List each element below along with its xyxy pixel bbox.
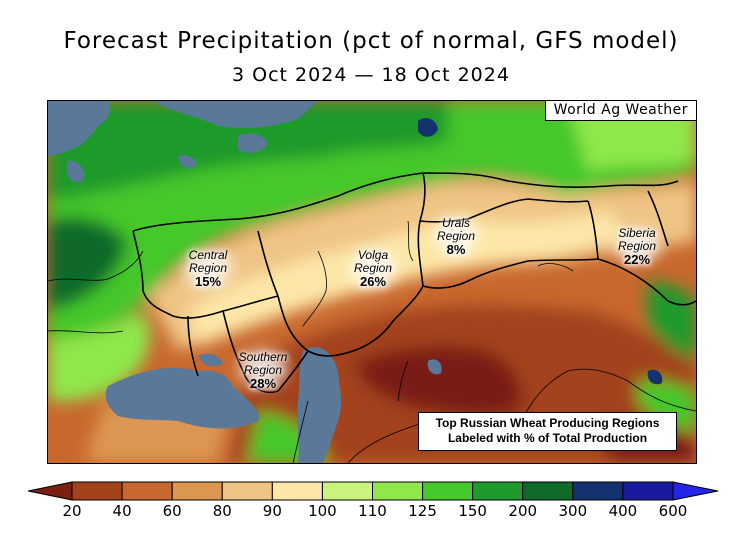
- legend-tick-label: 400: [608, 502, 638, 520]
- legend-cell: [221, 481, 273, 501]
- legend-tick-label: 60: [162, 502, 182, 520]
- legend-tick-label: 125: [408, 502, 437, 520]
- region-word: Region: [353, 261, 393, 275]
- note-line-2: Labeled with % of Total Production: [447, 431, 648, 445]
- date-range: 3 Oct 2024 — 18 Oct 2024: [232, 64, 510, 86]
- legend-cell: [372, 481, 424, 501]
- legend-cell: [271, 481, 323, 501]
- legend-tick-label: 40: [112, 502, 132, 520]
- region-name: Volga: [357, 248, 389, 262]
- wheat-regions-note: Top Russian Wheat Producing Regions Labe…: [418, 412, 677, 451]
- region-pct: 28%: [249, 376, 277, 391]
- high-precip-spot-east: [647, 369, 663, 385]
- region-word: Region: [188, 261, 228, 275]
- legend-cell: [622, 481, 674, 501]
- legend-tick-label: 20: [62, 502, 82, 520]
- region-pct: 22%: [623, 252, 651, 267]
- region-label-siberia: Siberia Region 22%: [604, 226, 670, 267]
- region-name: Central: [188, 248, 228, 262]
- legend-cell: [321, 481, 373, 501]
- precipitation-map: World Ag Weather Central Region 15% Volg…: [47, 100, 697, 464]
- legend-cell: [572, 481, 624, 501]
- high-precip-spot: [418, 118, 438, 137]
- region-pct: 8%: [446, 242, 466, 257]
- legend-tick-label: 200: [508, 502, 538, 520]
- legend-tick-label: 300: [558, 502, 588, 520]
- region-label-southern: Southern Region 28%: [228, 350, 298, 391]
- legend-tick-label: 110: [358, 502, 387, 520]
- legend-tick-label: 90: [262, 502, 282, 520]
- legend-cell: [472, 481, 524, 501]
- legend-tick-label: 150: [458, 502, 487, 520]
- region-pct: 26%: [359, 274, 387, 289]
- legend-tick-label: 100: [308, 502, 337, 520]
- credit-label: World Ag Weather: [544, 101, 696, 121]
- legend-cell: [422, 481, 474, 501]
- region-name: Southern: [238, 350, 288, 364]
- label-glows: [176, 210, 668, 395]
- water-bodies: [48, 101, 648, 463]
- legend-cell: [71, 481, 123, 501]
- map-title: Forecast Precipitation (pct of normal, G…: [63, 28, 679, 54]
- color-legend: [28, 481, 718, 501]
- legend-cell: [121, 481, 173, 501]
- legend-cell: [171, 481, 223, 501]
- region-word: Region: [617, 239, 657, 253]
- region-name: Siberia: [618, 226, 656, 240]
- region-label-volga: Volga Region 26%: [340, 248, 406, 289]
- region-pct: 15%: [194, 274, 222, 289]
- legend-tick-label: 80: [212, 502, 232, 520]
- region-word: Region: [436, 229, 476, 243]
- note-line-1: Top Russian Wheat Producing Regions: [435, 416, 660, 430]
- region-name: Urals: [441, 216, 470, 230]
- legend-cells: [71, 481, 674, 501]
- legend-cell: [522, 481, 574, 501]
- legend-above-arrow: [672, 481, 718, 501]
- region-boundaries: [132, 172, 696, 393]
- region-label-urals: Urals Region 8%: [423, 216, 489, 257]
- legend-tick-label: 600: [658, 502, 688, 520]
- rivers: [302, 220, 574, 327]
- legend-below-arrow: [28, 481, 73, 501]
- region-label-central: Central Region 15%: [175, 248, 241, 289]
- region-word: Region: [243, 363, 283, 377]
